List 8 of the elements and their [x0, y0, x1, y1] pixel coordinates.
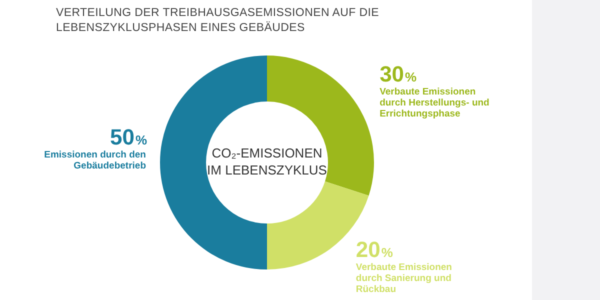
data-label: 50% — [110, 124, 148, 150]
text: CO₂-EMISSIONEN IM LEBENSZYKLUS — [207, 146, 328, 178]
slice-label: Verbaute Emissionen durch Herstellungs- und Errichtungsphase — [380, 86, 490, 120]
data-label: 20% — [356, 237, 394, 262]
data-label: 30% — [380, 62, 418, 87]
slice-label: Verbaute Emissionen durch Sanierung und Rückbau — [356, 262, 452, 296]
slice-label: Emissionen durch den Gebäudebetrieb — [44, 150, 146, 172]
chart-title: VERTEILUNG DER TREIBHAUSGASEMISSIONEN AUF DIE LEBENSZYKLUSPHASEN EINES GEBÄUDES — [56, 6, 380, 36]
